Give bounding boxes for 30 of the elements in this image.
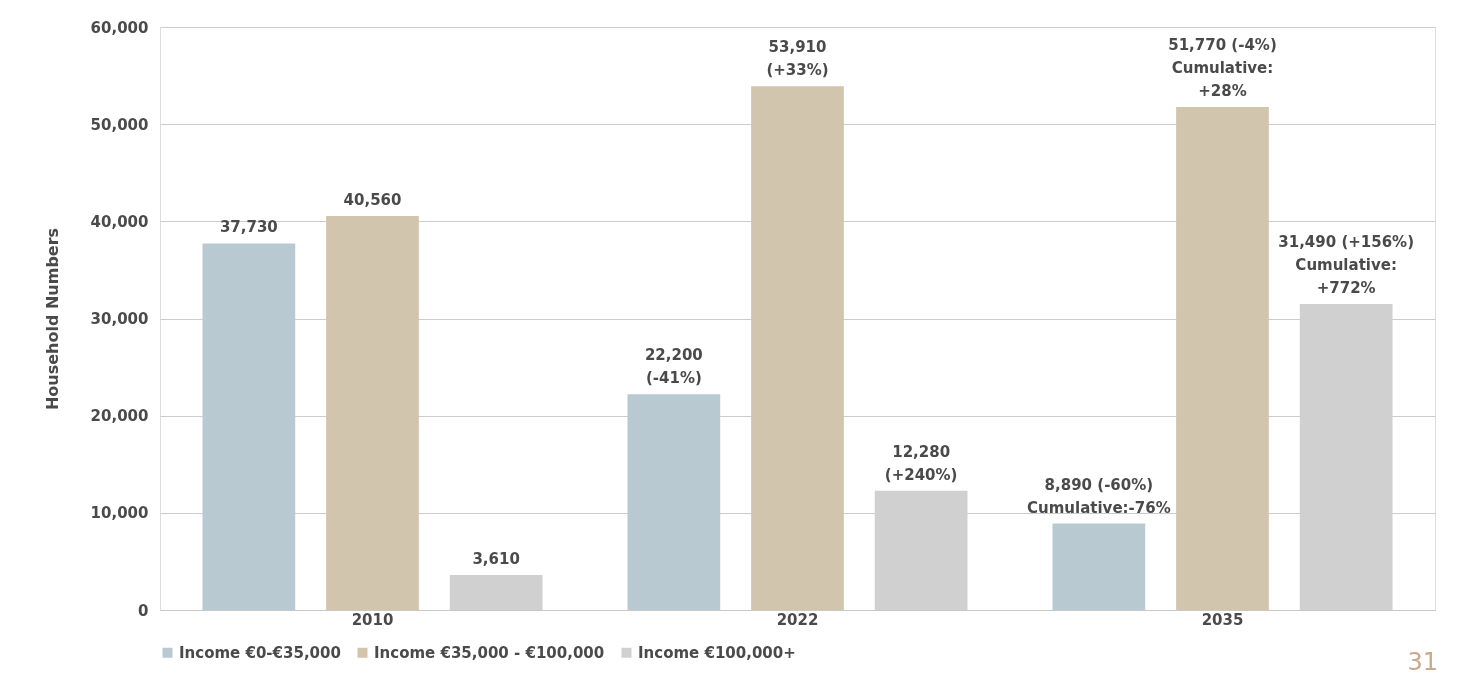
x-tick-label: 2035 (1201, 610, 1244, 629)
legend-label: Income €35,000 - €100,000 (374, 643, 605, 662)
bar (326, 215, 419, 610)
bar (1176, 106, 1269, 610)
data-label: 40,560 (343, 190, 402, 209)
bar (1052, 523, 1146, 610)
y-tick-label: 40,000 (90, 212, 149, 231)
y-tick-label: 20,000 (90, 407, 149, 426)
y-tick-label: 0 (138, 601, 149, 620)
text: 12,280 (+240%) (884, 442, 958, 484)
text: 31 (1407, 648, 1438, 676)
bar (751, 86, 844, 610)
y-tick-label: 30,000 (90, 310, 149, 328)
y-tick-label: 10,000 (90, 504, 149, 523)
legend-label: Income €100,000+ (638, 643, 796, 662)
y-tick-label: 50,000 (90, 115, 149, 134)
text: 51,770 (-4%) Cumulative: +28% (1168, 35, 1277, 100)
text: 31,490 (+156%) Cumulative: +772% (1278, 233, 1414, 298)
legend-label: Income €0-€35,000 (179, 643, 341, 662)
bar (202, 243, 296, 610)
text: 53,910 (+33%) (766, 38, 829, 80)
x-tick-label: 2022 (776, 610, 819, 629)
y-axis-title: Household Numbers (42, 227, 62, 411)
x-tick-label: 2010 (351, 610, 394, 629)
data-label: 3,610 (472, 549, 520, 568)
y-tick-label: 60,000 (90, 18, 149, 37)
bar (627, 394, 721, 610)
data-label: 37,730 (219, 218, 278, 237)
text: 22,200 (-41%) (644, 346, 703, 388)
text: 8,890 (-60%) Cumulative:-76% (1027, 475, 1171, 517)
